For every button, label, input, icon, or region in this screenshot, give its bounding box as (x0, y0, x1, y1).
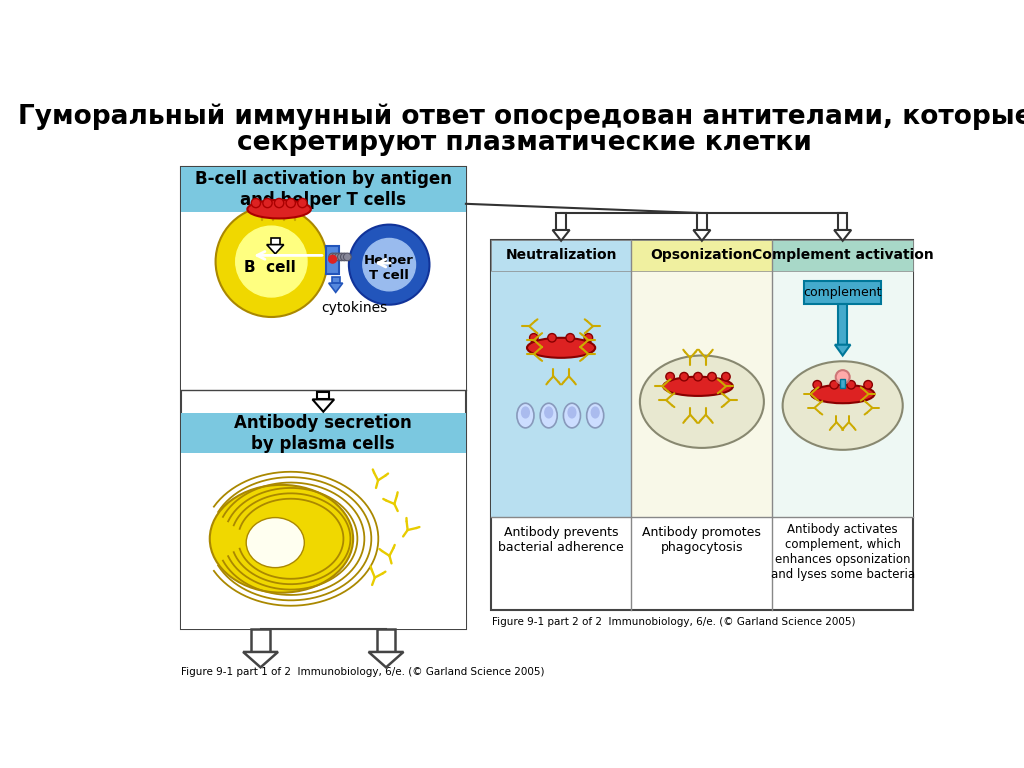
FancyBboxPatch shape (180, 167, 466, 211)
Polygon shape (369, 652, 403, 667)
Text: B  cell: B cell (244, 260, 296, 275)
Circle shape (286, 198, 295, 207)
Circle shape (263, 198, 272, 207)
Ellipse shape (664, 376, 733, 396)
FancyBboxPatch shape (270, 238, 280, 245)
Circle shape (329, 253, 337, 261)
Text: complement: complement (804, 286, 882, 299)
Circle shape (548, 333, 556, 342)
Text: Antibody secretion
by plasma cells: Antibody secretion by plasma cells (234, 414, 413, 452)
Circle shape (864, 380, 872, 389)
Circle shape (566, 333, 574, 342)
Circle shape (836, 370, 850, 384)
Circle shape (332, 253, 339, 261)
FancyBboxPatch shape (327, 247, 339, 274)
Polygon shape (835, 230, 851, 241)
FancyBboxPatch shape (838, 213, 848, 230)
FancyBboxPatch shape (377, 629, 395, 652)
Circle shape (847, 380, 855, 389)
Circle shape (584, 333, 593, 342)
FancyBboxPatch shape (804, 281, 882, 304)
FancyBboxPatch shape (697, 213, 707, 230)
Ellipse shape (782, 361, 903, 450)
FancyBboxPatch shape (841, 379, 845, 388)
Circle shape (722, 372, 730, 381)
Ellipse shape (640, 356, 764, 448)
Text: Neutralization: Neutralization (506, 248, 616, 263)
Circle shape (329, 256, 337, 263)
FancyBboxPatch shape (332, 277, 340, 283)
FancyBboxPatch shape (180, 167, 466, 629)
Text: Complement activation: Complement activation (752, 248, 934, 263)
Ellipse shape (210, 485, 353, 593)
Circle shape (829, 380, 839, 389)
FancyBboxPatch shape (839, 304, 847, 345)
Polygon shape (553, 230, 569, 241)
Ellipse shape (568, 407, 575, 418)
FancyBboxPatch shape (556, 213, 566, 230)
FancyBboxPatch shape (772, 271, 913, 517)
Circle shape (274, 198, 284, 207)
Polygon shape (693, 230, 711, 241)
Ellipse shape (563, 403, 581, 428)
Ellipse shape (248, 200, 311, 218)
Circle shape (693, 372, 702, 381)
FancyBboxPatch shape (490, 240, 632, 271)
FancyBboxPatch shape (180, 211, 466, 390)
Circle shape (251, 198, 260, 207)
Text: секретируют плазматические клетки: секретируют плазматические клетки (238, 130, 812, 156)
Circle shape (813, 380, 821, 389)
FancyBboxPatch shape (772, 240, 913, 271)
Circle shape (338, 253, 345, 261)
FancyBboxPatch shape (251, 629, 270, 652)
Circle shape (298, 198, 307, 207)
Ellipse shape (545, 407, 553, 418)
Polygon shape (835, 345, 850, 356)
Ellipse shape (521, 407, 529, 418)
Circle shape (666, 372, 675, 381)
Ellipse shape (591, 407, 599, 418)
Text: B-cell activation by antigen
and helper T cells: B-cell activation by antigen and helper … (195, 170, 452, 209)
Ellipse shape (541, 403, 557, 428)
Polygon shape (243, 652, 278, 667)
Text: Helper
T cell: Helper T cell (365, 253, 414, 282)
FancyBboxPatch shape (490, 240, 913, 610)
Text: Гуморальный иммунный ответ опосредован антителами, которые: Гуморальный иммунный ответ опосредован а… (17, 104, 1024, 130)
Circle shape (708, 372, 716, 381)
Text: Antibody prevents
bacterial adherence: Antibody prevents bacterial adherence (499, 526, 624, 554)
FancyBboxPatch shape (632, 240, 772, 271)
FancyBboxPatch shape (490, 271, 632, 517)
Text: Opsonization: Opsonization (650, 248, 753, 263)
Polygon shape (312, 399, 334, 412)
Circle shape (529, 333, 538, 342)
Polygon shape (329, 283, 343, 293)
Circle shape (236, 226, 307, 297)
Polygon shape (266, 245, 284, 254)
Circle shape (216, 206, 328, 317)
Text: cytokines: cytokines (322, 301, 387, 315)
Circle shape (335, 253, 342, 261)
Text: Antibody promotes
phagocytosis: Antibody promotes phagocytosis (642, 526, 761, 554)
Text: Figure 9-1 part 2 of 2  Immunobiology, 6/e. (© Garland Science 2005): Figure 9-1 part 2 of 2 Immunobiology, 6/… (493, 617, 856, 627)
Circle shape (362, 238, 416, 291)
Ellipse shape (246, 518, 304, 568)
Circle shape (343, 253, 351, 261)
Text: Figure 9-1 part 1 of 2  Immunobiology, 6/e. (© Garland Science 2005): Figure 9-1 part 1 of 2 Immunobiology, 6/… (180, 667, 544, 677)
Ellipse shape (811, 385, 874, 403)
FancyBboxPatch shape (180, 453, 466, 629)
Ellipse shape (587, 403, 604, 428)
FancyBboxPatch shape (632, 271, 772, 517)
Circle shape (680, 372, 688, 381)
Text: Antibody activates
complement, which
enhances opsonization
and lyses some bacter: Antibody activates complement, which enh… (771, 523, 914, 581)
FancyBboxPatch shape (317, 392, 330, 399)
Ellipse shape (527, 338, 595, 358)
Ellipse shape (517, 403, 534, 428)
Circle shape (341, 253, 348, 261)
FancyBboxPatch shape (180, 413, 466, 453)
Circle shape (349, 224, 429, 305)
